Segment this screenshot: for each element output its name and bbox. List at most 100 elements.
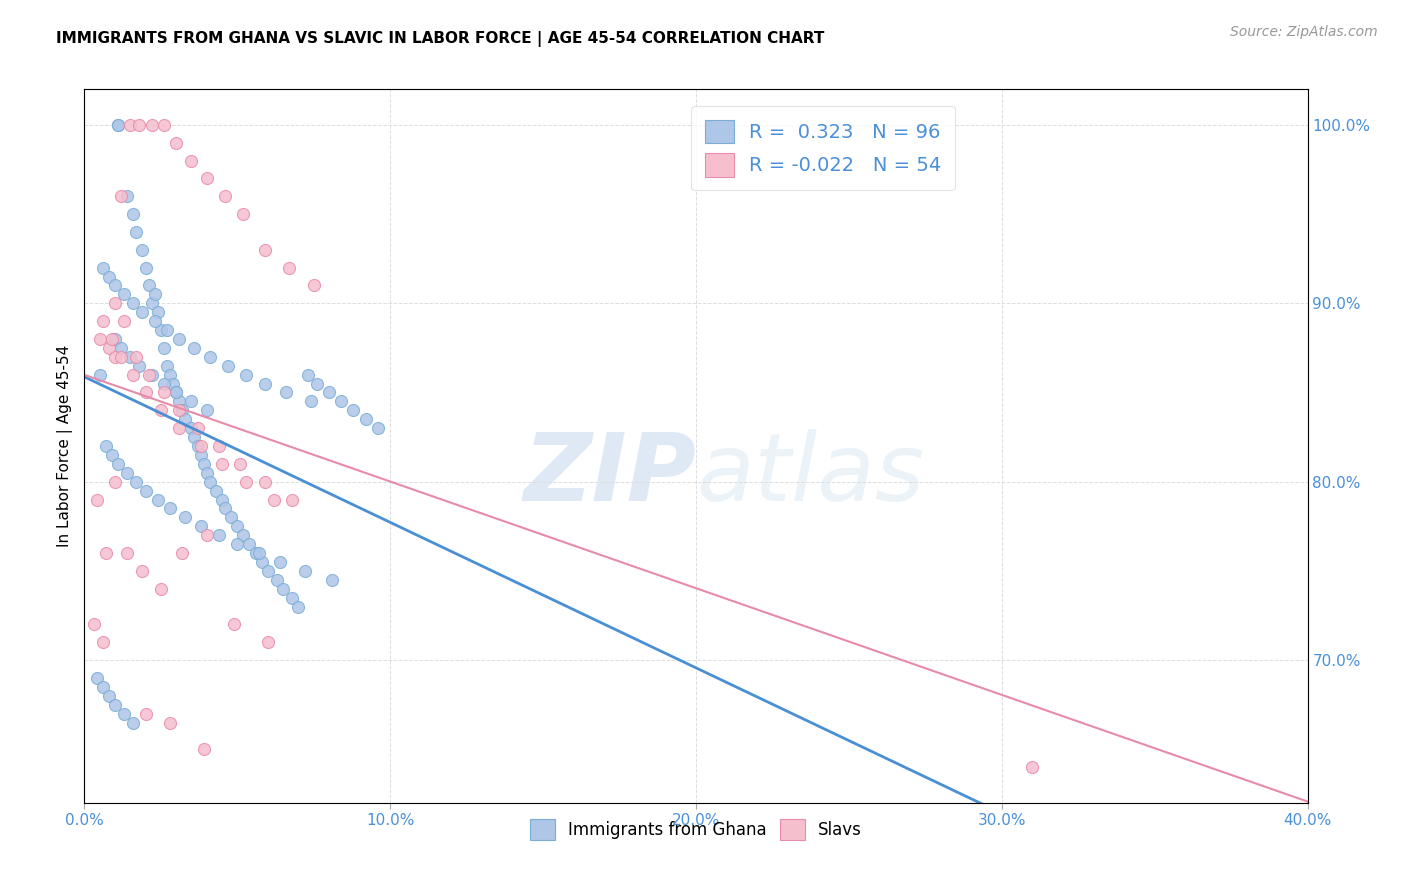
Point bbox=[257, 635, 280, 649]
Point bbox=[104, 350, 127, 364]
Point bbox=[153, 376, 176, 391]
Point bbox=[86, 492, 108, 507]
Point bbox=[318, 385, 340, 400]
Point bbox=[247, 546, 270, 560]
Point bbox=[211, 492, 233, 507]
Point bbox=[172, 546, 194, 560]
Point bbox=[125, 350, 148, 364]
Point bbox=[156, 323, 179, 337]
Point bbox=[224, 617, 246, 632]
Point bbox=[1021, 760, 1043, 774]
Point bbox=[122, 368, 145, 382]
Point bbox=[232, 207, 254, 221]
Point bbox=[86, 671, 108, 685]
Point bbox=[226, 537, 249, 551]
Point bbox=[183, 341, 205, 355]
Point bbox=[190, 519, 212, 533]
Text: IMMIGRANTS FROM GHANA VS SLAVIC IN LABOR FORCE | AGE 45-54 CORRELATION CHART: IMMIGRANTS FROM GHANA VS SLAVIC IN LABOR… bbox=[56, 31, 824, 47]
Point bbox=[115, 189, 138, 203]
Point bbox=[141, 296, 163, 310]
Point bbox=[278, 260, 301, 275]
Point bbox=[205, 483, 228, 498]
Point bbox=[269, 555, 291, 569]
Point bbox=[128, 118, 150, 132]
Point bbox=[263, 492, 285, 507]
Point bbox=[211, 457, 233, 471]
Point bbox=[235, 368, 257, 382]
Point bbox=[162, 376, 184, 391]
Point bbox=[115, 466, 138, 480]
Point bbox=[167, 332, 190, 346]
Point bbox=[89, 332, 111, 346]
Point bbox=[104, 475, 127, 489]
Point bbox=[229, 457, 252, 471]
Point bbox=[302, 278, 325, 293]
Point bbox=[253, 475, 276, 489]
Point bbox=[138, 368, 160, 382]
Point bbox=[146, 492, 169, 507]
Point bbox=[321, 573, 343, 587]
Point bbox=[91, 260, 114, 275]
Point bbox=[165, 385, 187, 400]
Point bbox=[266, 573, 288, 587]
Point bbox=[115, 546, 138, 560]
Point bbox=[198, 350, 221, 364]
Point bbox=[287, 599, 309, 614]
Point bbox=[159, 715, 181, 730]
Point bbox=[110, 341, 132, 355]
Point bbox=[257, 564, 280, 578]
Point bbox=[183, 430, 205, 444]
Point bbox=[112, 314, 135, 328]
Point bbox=[110, 189, 132, 203]
Point bbox=[135, 483, 157, 498]
Point bbox=[125, 475, 148, 489]
Point bbox=[245, 546, 267, 560]
Point bbox=[294, 564, 316, 578]
Point bbox=[208, 439, 231, 453]
Point bbox=[305, 376, 328, 391]
Point bbox=[122, 207, 145, 221]
Point bbox=[238, 537, 260, 551]
Point bbox=[112, 706, 135, 721]
Point bbox=[149, 403, 172, 417]
Point bbox=[253, 376, 276, 391]
Point bbox=[232, 528, 254, 542]
Point bbox=[271, 582, 294, 596]
Point bbox=[146, 305, 169, 319]
Point bbox=[141, 368, 163, 382]
Y-axis label: In Labor Force | Age 45-54: In Labor Force | Age 45-54 bbox=[58, 345, 73, 547]
Point bbox=[91, 680, 114, 694]
Point bbox=[122, 296, 145, 310]
Point bbox=[120, 118, 142, 132]
Point bbox=[297, 368, 319, 382]
Point bbox=[235, 475, 257, 489]
Point bbox=[193, 742, 215, 756]
Point bbox=[159, 501, 181, 516]
Point bbox=[281, 591, 304, 605]
Point bbox=[125, 225, 148, 239]
Point bbox=[107, 118, 129, 132]
Point bbox=[167, 394, 190, 409]
Point bbox=[165, 136, 187, 150]
Point bbox=[104, 332, 127, 346]
Point bbox=[180, 421, 202, 435]
Point bbox=[217, 359, 239, 373]
Point bbox=[342, 403, 364, 417]
Text: atlas: atlas bbox=[696, 429, 924, 520]
Point bbox=[104, 698, 127, 712]
Point bbox=[97, 341, 120, 355]
Point bbox=[276, 385, 298, 400]
Point bbox=[131, 243, 153, 257]
Point bbox=[190, 439, 212, 453]
Point bbox=[131, 564, 153, 578]
Point bbox=[112, 287, 135, 301]
Point bbox=[153, 385, 176, 400]
Point bbox=[186, 439, 208, 453]
Point bbox=[101, 332, 124, 346]
Point bbox=[299, 394, 322, 409]
Point bbox=[153, 341, 176, 355]
Point bbox=[226, 519, 249, 533]
Point bbox=[97, 269, 120, 284]
Point bbox=[208, 528, 231, 542]
Point bbox=[138, 278, 160, 293]
